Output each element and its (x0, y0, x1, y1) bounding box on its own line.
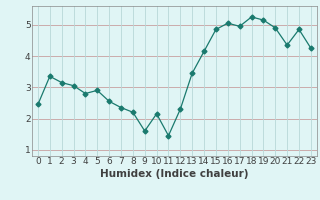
X-axis label: Humidex (Indice chaleur): Humidex (Indice chaleur) (100, 169, 249, 179)
